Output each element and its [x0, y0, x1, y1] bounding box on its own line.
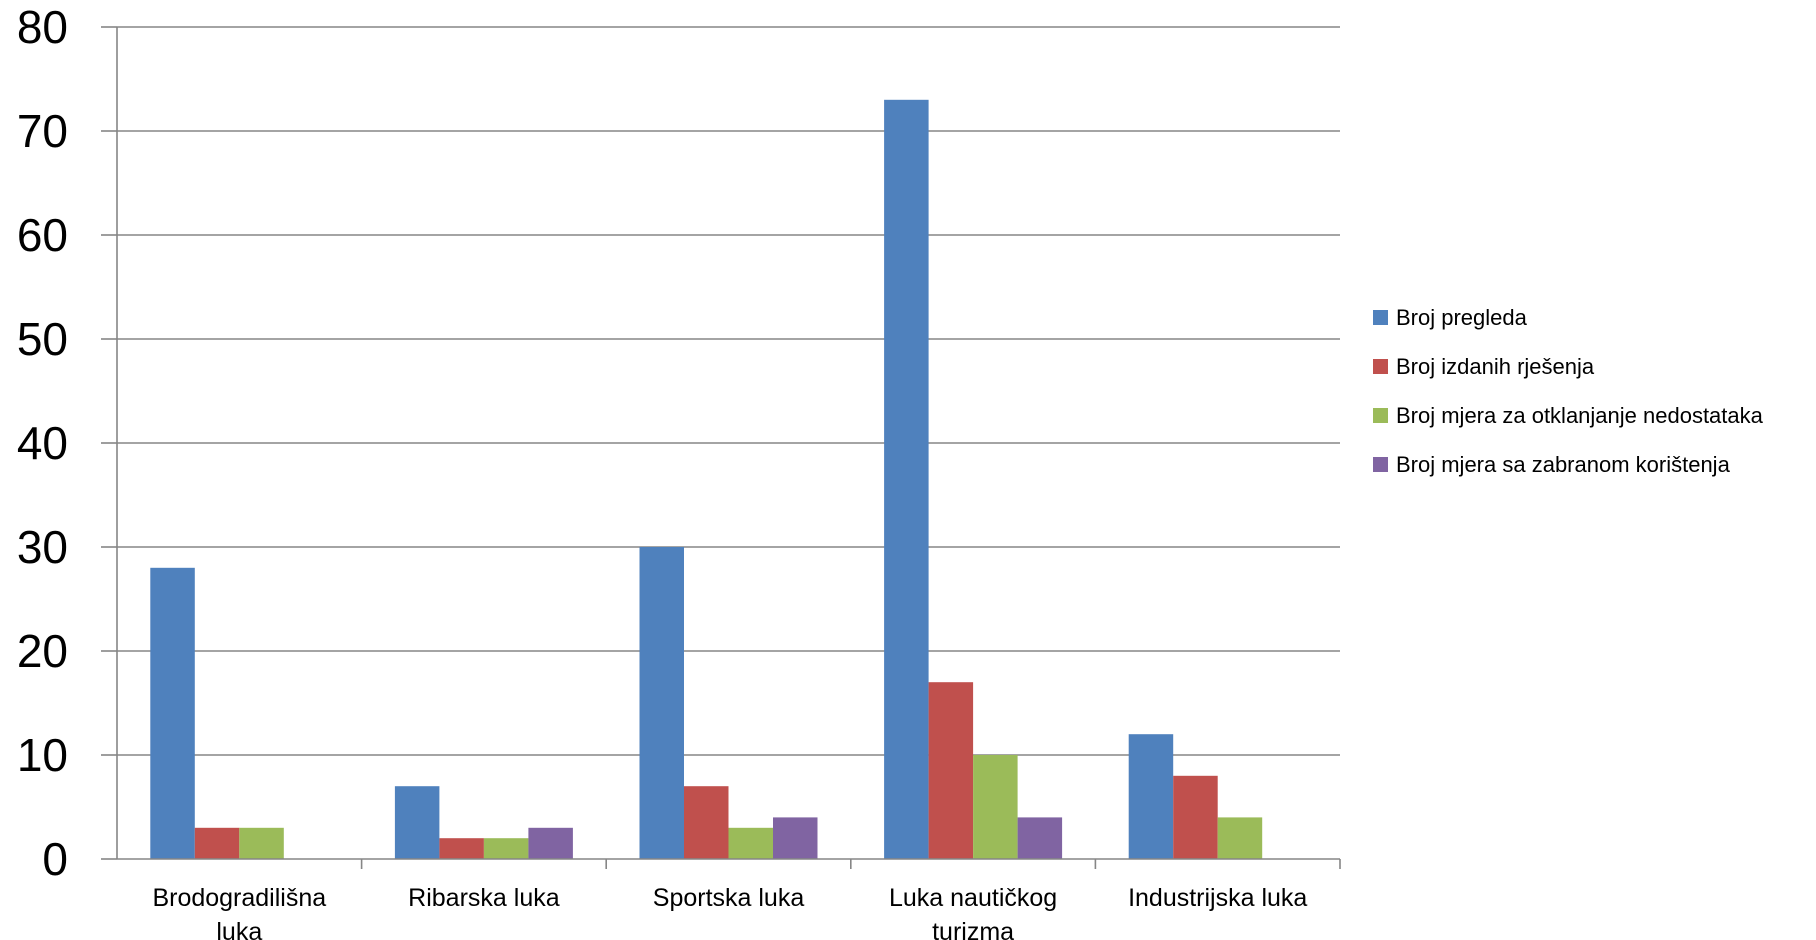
- y-axis-tick-labels: 0 10 20 30 40 50 60 70 80: [17, 1, 68, 885]
- legend-swatch: [1373, 457, 1388, 472]
- y-tick-label: 80: [17, 1, 68, 53]
- bar: [1128, 734, 1174, 859]
- bar: [1217, 817, 1263, 859]
- x-tick-label: Luka nautičkog turizma: [889, 884, 1057, 940]
- y-tick-label: 10: [17, 729, 68, 781]
- x-axis-tick-labels: Brodogradilišna luka Ribarska luka Sportska…: [152, 884, 1307, 940]
- legend-swatch: [1373, 359, 1388, 374]
- legend: Broj pregleda Broj izdanih rješenja Broj m…: [1373, 305, 1764, 477]
- legend-label: Broj mjera sa zabranom korištenja: [1396, 452, 1731, 477]
- bar: [194, 827, 240, 859]
- bars: [150, 99, 1263, 860]
- x-tick-label: Sportska luka: [653, 884, 805, 912]
- x-tick-label: Ribarska luka: [408, 884, 560, 912]
- bar: [773, 817, 818, 859]
- legend-swatch: [1373, 310, 1388, 325]
- bar: [394, 786, 440, 859]
- bar: [483, 838, 529, 859]
- bar: [528, 827, 573, 859]
- y-tick-label: 70: [17, 105, 68, 157]
- legend-label: Broj izdanih rješenja: [1396, 354, 1595, 379]
- bar: [884, 99, 929, 860]
- bar: [928, 682, 974, 859]
- bar: [728, 827, 773, 859]
- y-tick-label: 30: [17, 521, 68, 573]
- bar: [639, 547, 684, 859]
- x-tick-label: Brodogradilišna luka: [152, 884, 326, 940]
- legend-label: Broj mjera za otklanjanje nedostataka: [1396, 403, 1764, 428]
- y-tick-label: 0: [42, 833, 68, 885]
- y-tick-label: 20: [17, 625, 68, 677]
- bar: [239, 827, 284, 859]
- bar: [150, 567, 195, 859]
- bar: [973, 755, 1018, 859]
- gridlines: [117, 26, 1340, 756]
- bar: [1173, 775, 1218, 859]
- y-tick-label: 40: [17, 417, 68, 469]
- legend-swatch: [1373, 408, 1388, 423]
- x-tick-label: Industrijska luka: [1128, 884, 1307, 912]
- y-tick-label: 50: [17, 313, 68, 365]
- legend-label: Broj pregleda: [1396, 305, 1528, 330]
- bar: [1017, 817, 1063, 859]
- y-tick-label: 60: [17, 209, 68, 261]
- bar: [439, 838, 484, 859]
- axes: [101, 26, 1341, 869]
- bar: [684, 786, 729, 859]
